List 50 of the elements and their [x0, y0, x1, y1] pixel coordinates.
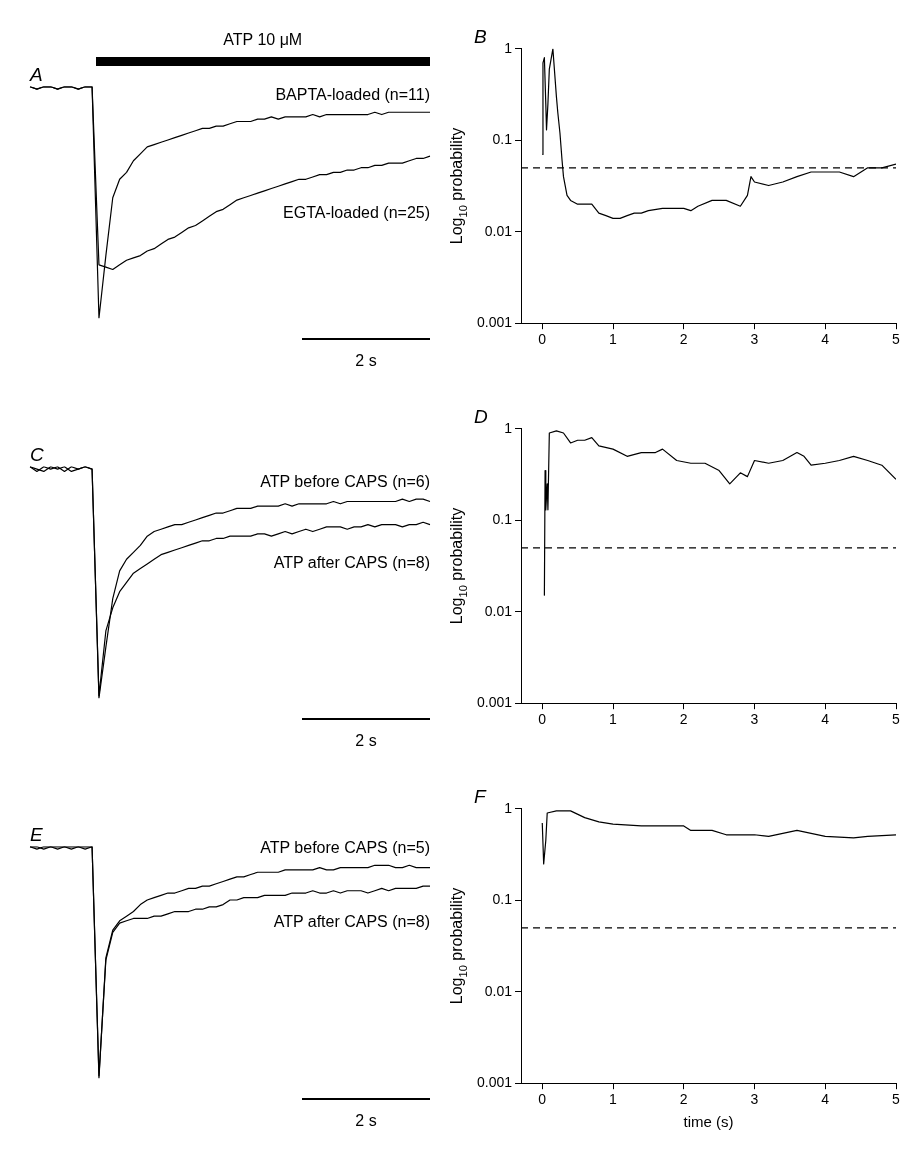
y-tick-label: 0.001 [476, 1074, 513, 1091]
y-tick-label: 0.001 [476, 694, 513, 711]
x-axis-title: time (s) [683, 1113, 734, 1131]
x-tick-label: 4 [821, 711, 830, 728]
text: ATP 10 μM [223, 30, 303, 48]
series-label: ATP before CAPS (n=6) [260, 473, 430, 491]
y-tick-label: 1 [504, 799, 513, 816]
chart-title: E [30, 823, 43, 845]
x-tick-label: 3 [750, 711, 759, 728]
y-tick-label: 1 [504, 419, 513, 436]
series-label: EGTA-loaded (n=25) [283, 204, 430, 222]
x-tick-label: 4 [821, 1091, 830, 1108]
x-tick-label: 5 [892, 331, 901, 348]
x-tick-label: 1 [609, 1091, 618, 1108]
series-label: ATP before CAPS (n=5) [260, 839, 430, 857]
y-tick-label: 0.01 [484, 222, 513, 239]
series-label: ATP after CAPS (n=8) [273, 913, 430, 931]
x-tick-label: 0 [538, 331, 547, 348]
x-tick-label: 3 [750, 1091, 759, 1108]
y-axis-title: Log10 probability [448, 507, 469, 625]
x-tick-label: 2 [679, 1091, 688, 1108]
x-tick-label: 2 [679, 331, 688, 348]
text: 2 s [355, 352, 377, 369]
chart-title: A [29, 63, 43, 85]
chart-title: B [474, 25, 487, 47]
y-tick-label: 0.1 [492, 131, 513, 148]
text: 2 s [355, 732, 377, 749]
y-tick-label: 0.01 [484, 602, 513, 619]
y-axis-title: Log10 probability [448, 127, 469, 245]
y-axis-title: Log10 probability [448, 887, 469, 1005]
x-tick-label: 4 [821, 331, 830, 348]
chart-title: C [30, 443, 44, 465]
y-tick-label: 0.001 [476, 314, 513, 331]
x-tick-label: 0 [538, 1091, 547, 1108]
series-label: ATP after CAPS (n=8) [273, 554, 430, 572]
x-tick-label: 5 [892, 1091, 901, 1108]
text: 2 s [355, 1112, 377, 1129]
series-label: BAPTA-loaded (n=11) [275, 86, 430, 104]
x-tick-label: 2 [679, 711, 688, 728]
y-tick-label: 0.1 [492, 511, 513, 528]
x-tick-label: 1 [609, 711, 618, 728]
y-tick-label: 1 [504, 39, 513, 56]
x-tick-label: 1 [609, 331, 618, 348]
chart-title: D [474, 405, 488, 427]
chart-title: F [474, 785, 487, 807]
y-tick-label: 0.1 [492, 891, 513, 908]
x-tick-label: 5 [892, 711, 901, 728]
x-tick-label: 3 [750, 331, 759, 348]
y-tick-label: 0.01 [484, 982, 513, 999]
x-tick-label: 0 [538, 711, 547, 728]
